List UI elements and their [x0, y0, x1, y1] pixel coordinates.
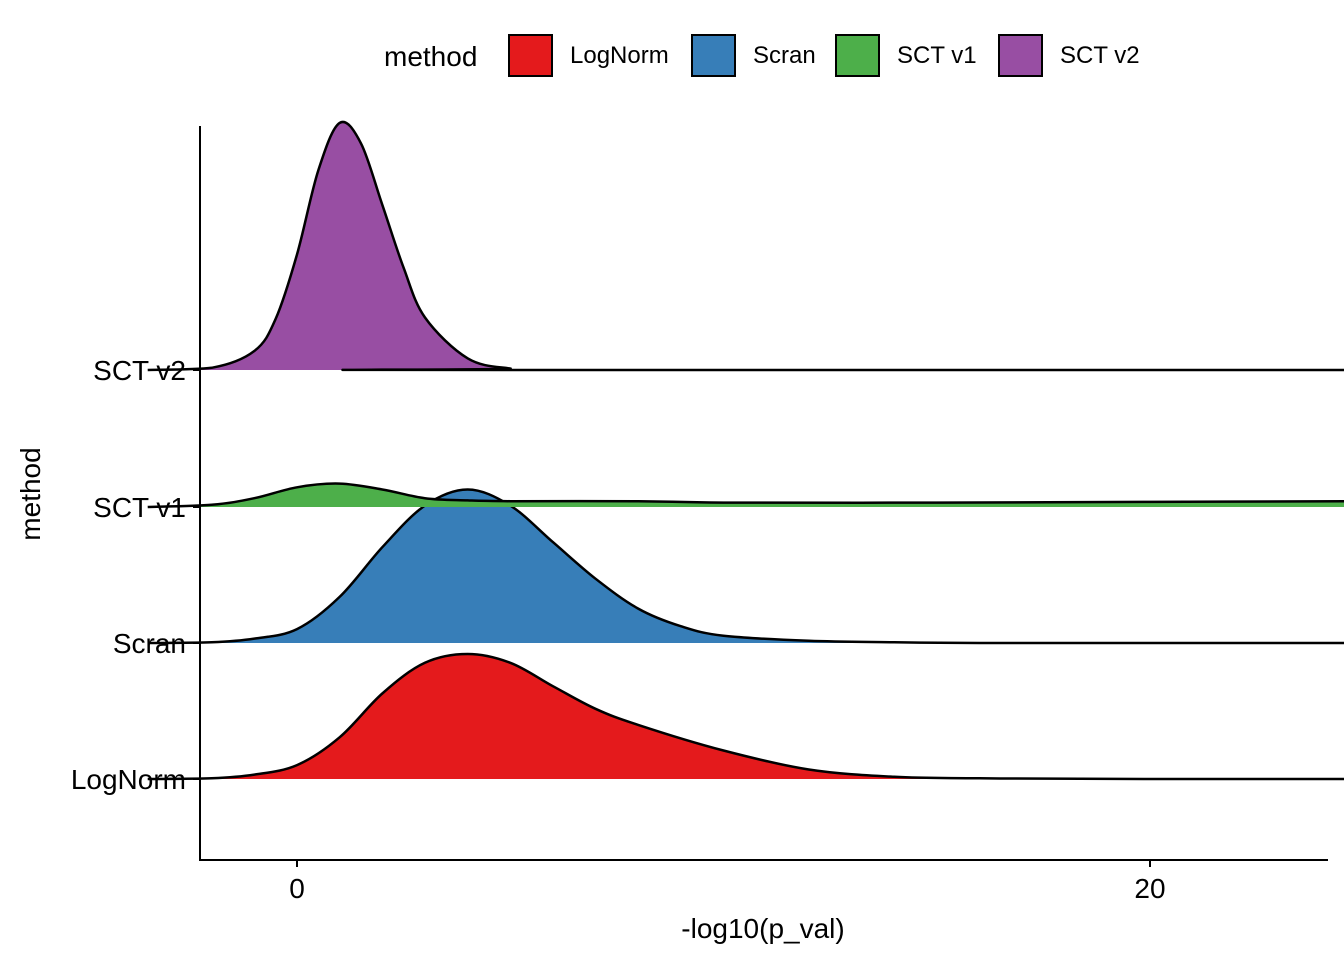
- y-tick-label-scran: Scran: [113, 628, 186, 659]
- ridge-fill-sct-v2: [147, 121, 1344, 371]
- legend-item-sct-v1: SCT v1: [835, 34, 977, 77]
- y-ticks: LogNorm Scran SCT v1 SCT v2: [71, 355, 200, 795]
- legend-swatch-sct-v1: [835, 34, 880, 77]
- legend-swatch-sct-v2: [998, 34, 1043, 77]
- legend-swatch-lognorm: [508, 34, 553, 77]
- legend-label-lognorm: LogNorm: [570, 42, 669, 69]
- x-ticks: 0204060: [289, 860, 1166, 904]
- axes: [199, 126, 1328, 861]
- x-axis-title: -log10(p_val): [681, 913, 844, 944]
- y-tick-label-lognorm: LogNorm: [71, 764, 186, 795]
- ridge-outline-lognorm: [147, 652, 1344, 781]
- ridge-outline-scran: [147, 488, 1344, 645]
- legend-swatch-scran: [691, 34, 736, 77]
- legend-item-scran: Scran: [691, 34, 816, 77]
- ridges: [147, 120, 1344, 781]
- legend-label-sct-v1: SCT v1: [897, 42, 977, 69]
- legend-label-sct-v2: SCT v2: [1060, 42, 1140, 69]
- legend-label-scran: Scran: [753, 42, 816, 69]
- legend-item-sct-v2: SCT v2: [998, 34, 1140, 77]
- y-tick-label-sct-v1: SCT v1: [93, 492, 186, 523]
- legend-item-lognorm: LogNorm: [508, 34, 669, 77]
- ridge-fill-scran: [147, 489, 1344, 644]
- ridge-outline-sct-v2: [147, 120, 1344, 372]
- ridge-outline-sct-v1: [147, 482, 1344, 509]
- legend-title: method: [384, 41, 477, 72]
- x-tick-label-20: 20: [1134, 873, 1165, 904]
- legend: method LogNorm Scran SCT v1 SCT v2: [384, 34, 1140, 77]
- ridge-fill-lognorm: [147, 654, 1344, 780]
- y-tick-label-sct-v2: SCT v2: [93, 355, 186, 386]
- x-tick-label-0: 0: [289, 873, 305, 904]
- y-axis-title: method: [15, 447, 46, 540]
- ridge-fill-sct-v1: [147, 483, 1344, 507]
